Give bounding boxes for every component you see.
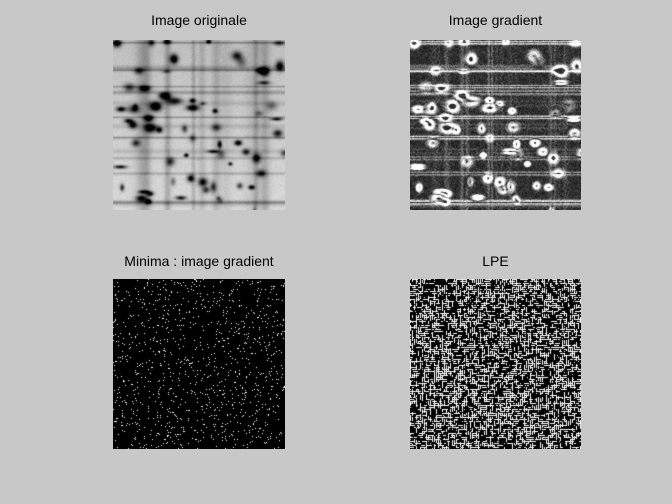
panel-watershed-image: LPE bbox=[410, 253, 581, 449]
minima-image bbox=[113, 279, 285, 449]
original-image bbox=[113, 40, 285, 210]
panel-title: Minima : image gradient bbox=[124, 253, 274, 269]
panel-title: LPE bbox=[482, 253, 509, 269]
panel-title: Image originale bbox=[151, 12, 247, 28]
watershed-image bbox=[410, 279, 581, 449]
panel-minima-image: Minima : image gradient bbox=[100, 253, 298, 449]
panel-title: Image gradient bbox=[448, 12, 543, 28]
panel-original-image: Image originale bbox=[113, 12, 285, 210]
gradient-image bbox=[410, 40, 581, 210]
panel-gradient-image: Image gradient bbox=[410, 12, 581, 210]
